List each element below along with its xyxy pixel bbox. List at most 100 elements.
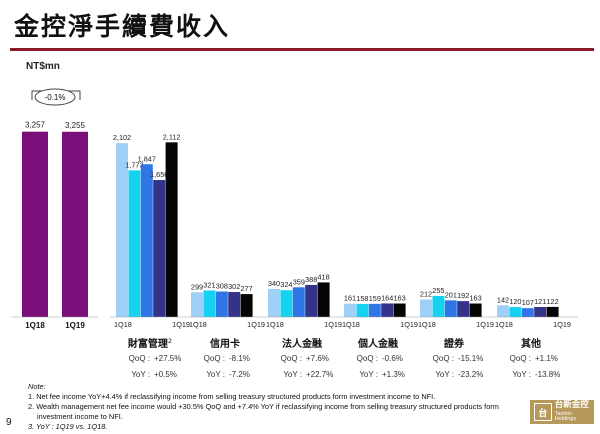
qoq-value: +7.6% [306, 354, 329, 363]
note-2: 2. Wealth management net fee income woul… [28, 402, 499, 421]
category-value-label: 308 [216, 282, 228, 291]
logo-mark-icon: 台 [534, 403, 552, 421]
qoq-value: +1.1% [535, 354, 558, 363]
period-start-label: 1Q18 [114, 320, 132, 329]
category-value-label: 1,656 [150, 170, 168, 179]
title-rule [10, 48, 594, 51]
category-value-label: 321 [203, 280, 215, 289]
category-value-label: 277 [241, 284, 253, 293]
category-bar [469, 303, 482, 317]
category-value-label: 158 [356, 294, 368, 303]
total-period-label: 1Q18 [25, 321, 45, 330]
period-end-label: 1Q19 [247, 320, 265, 329]
total-value-label: 3,257 [25, 121, 46, 130]
category-bar [432, 295, 445, 317]
qoq-value: -15.1% [458, 354, 483, 363]
category-value-label: 1,773 [125, 160, 143, 169]
category-bar [444, 300, 457, 317]
period-start-label: 1Q18 [495, 320, 513, 329]
yoy-value: +22.7% [306, 370, 333, 379]
category-value-label: 159 [369, 294, 381, 303]
category-label: 個人金融 [357, 337, 398, 350]
category-bar [140, 164, 153, 317]
qoq-label: QoQ : [204, 354, 225, 363]
category-bar [317, 282, 330, 317]
category-bar [191, 292, 203, 317]
period-start-label: 1Q18 [418, 320, 436, 329]
category-value-label: 164 [381, 293, 393, 302]
category-value-label: 121 [534, 297, 546, 306]
growth-annotation: -0.1% [45, 93, 66, 102]
category-bar [534, 306, 547, 317]
category-label: 證券 [444, 337, 465, 350]
category-bar [368, 303, 381, 317]
category-value-label: 192 [457, 291, 469, 300]
category-bar [381, 303, 394, 317]
yoy-label: YoY : [512, 370, 531, 379]
category-label: 信用卡 [210, 337, 240, 350]
category-superscript: 2 [168, 337, 172, 345]
growth-oval [34, 88, 76, 106]
total-bar-1Q19 [62, 131, 88, 317]
category-value-label: 359 [293, 277, 305, 286]
period-end-label: 1Q19 [553, 320, 571, 329]
category-value-label: 212 [420, 289, 432, 298]
yoy-value: -13.8% [535, 370, 560, 379]
total-period-label: 1Q19 [65, 321, 85, 330]
period-start-label: 1Q18 [189, 320, 207, 329]
company-logo: 台 台新金控 Taishin Holdings [530, 400, 594, 424]
category-value-label: 163 [394, 294, 406, 303]
period-start-label: 1Q18 [266, 320, 284, 329]
page-number: 9 [6, 417, 12, 428]
qoq-value: +27.5% [154, 354, 181, 363]
category-bar [215, 291, 228, 317]
category-bar [356, 303, 369, 317]
category-bar [393, 303, 406, 317]
category-bar [305, 284, 318, 317]
period-start-label: 1Q18 [342, 320, 360, 329]
category-value-label: 1,847 [138, 154, 156, 163]
category-bar [165, 142, 178, 317]
period-end-label: 1Q19 [476, 320, 494, 329]
page-title: 金控淨手續費收入 [14, 12, 231, 41]
category-value-label: 163 [470, 294, 482, 303]
unit-label: NT$mn [26, 61, 60, 72]
notes-header: Note: [28, 382, 46, 391]
qoq-label: QoQ : [281, 354, 302, 363]
category-bar [203, 290, 216, 317]
yoy-label: YoY : [283, 370, 302, 379]
category-bar [497, 305, 509, 317]
qoq-value: -8.1% [229, 354, 250, 363]
period-end-label: 1Q19 [400, 320, 418, 329]
footnotes: Note: 1. Net fee income YoY+4.4% if recl… [28, 382, 528, 432]
note-1: 1. Net fee income YoY+4.4% if reclassify… [28, 392, 436, 401]
category-bar [240, 294, 253, 317]
logo-mark-text: 台 [538, 407, 548, 418]
yoy-value: -7.2% [229, 370, 250, 379]
category-bar [268, 288, 280, 317]
category-value-label: 2,112 [163, 132, 181, 141]
category-value-label: 324 [280, 280, 292, 289]
category-value-label: 122 [547, 297, 559, 306]
total-value-label: 3,255 [65, 121, 86, 130]
period-end-label: 1Q19 [324, 320, 342, 329]
category-bar [420, 299, 432, 317]
category-value-label: 255 [432, 286, 444, 295]
category-value-label: 418 [318, 272, 330, 281]
category-label: 財富管理2 [127, 337, 172, 350]
category-bar [344, 303, 356, 317]
note-3: 3. YoY : 1Q19 vs. 1Q18. [28, 422, 108, 431]
category-value-label: 142 [497, 295, 509, 304]
category-value-label: 161 [344, 294, 356, 303]
category-value-label: 299 [191, 282, 203, 291]
category-label: 其他 [521, 337, 541, 350]
qoq-label: QoQ : [510, 354, 531, 363]
category-bar [128, 170, 141, 317]
category-value-label: 388 [305, 275, 317, 284]
category-bar [509, 307, 522, 317]
category-value-label: 107 [522, 298, 534, 307]
qoq-value: -0.6% [382, 354, 403, 363]
qoq-label: QoQ : [129, 354, 150, 363]
yoy-label: YoY : [359, 370, 378, 379]
category-label: 法人金融 [282, 337, 322, 350]
